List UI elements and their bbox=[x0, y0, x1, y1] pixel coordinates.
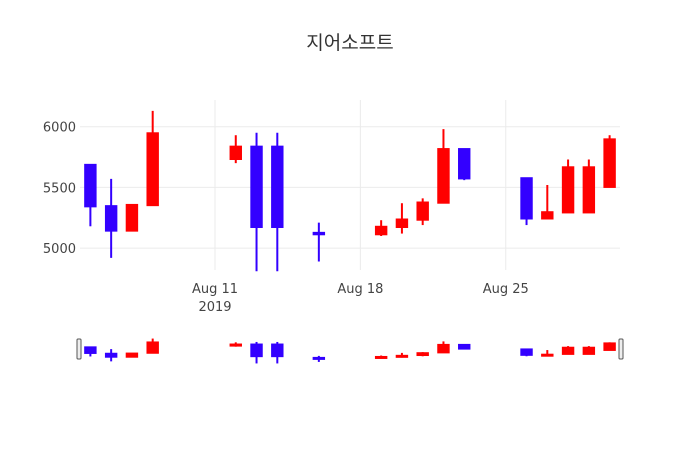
candles bbox=[84, 110, 616, 272]
candle-increasing bbox=[603, 135, 616, 188]
candle-increasing bbox=[582, 346, 596, 355]
candle-decreasing bbox=[84, 163, 97, 227]
candle-decreasing bbox=[250, 341, 263, 364]
candle-body bbox=[520, 348, 533, 356]
y-tick-label: 5000 bbox=[43, 242, 76, 257]
candle-body bbox=[84, 163, 97, 208]
candle-body bbox=[312, 356, 326, 360]
candle-increasing bbox=[374, 355, 388, 359]
candle-increasing bbox=[541, 350, 554, 357]
candle-increasing bbox=[416, 352, 429, 357]
candle-body bbox=[125, 203, 139, 232]
x-tick-label: Aug 25 bbox=[483, 282, 529, 297]
grid-layer bbox=[80, 100, 620, 270]
candle-increasing bbox=[582, 159, 596, 214]
candle-body bbox=[416, 201, 429, 221]
candle-body bbox=[250, 145, 263, 228]
y-tick-label: 5500 bbox=[43, 181, 76, 196]
candle-body bbox=[603, 138, 616, 188]
candle-body bbox=[458, 343, 471, 350]
candle-decreasing bbox=[84, 346, 97, 357]
candle-body bbox=[603, 342, 616, 351]
candle-decreasing bbox=[520, 177, 533, 226]
candle-body bbox=[541, 353, 554, 357]
candle-body bbox=[312, 231, 326, 236]
candle-increasing bbox=[437, 341, 450, 354]
candle-body bbox=[84, 346, 97, 354]
range-slider-left-handle[interactable] bbox=[76, 338, 82, 360]
candle-decreasing bbox=[271, 132, 284, 272]
candle-body bbox=[582, 166, 596, 214]
candle-body bbox=[229, 343, 242, 347]
candle-body bbox=[561, 166, 575, 214]
candle-body bbox=[395, 354, 409, 358]
candle-body bbox=[125, 352, 139, 358]
candle-decreasing bbox=[520, 348, 533, 357]
candle-decreasing bbox=[458, 148, 471, 181]
candle-body bbox=[437, 343, 450, 354]
candle-increasing bbox=[416, 198, 429, 226]
candle-body bbox=[104, 352, 118, 358]
candle-increasing bbox=[437, 129, 450, 204]
candle-decreasing bbox=[104, 178, 118, 258]
candle-increasing bbox=[561, 346, 575, 355]
candle-increasing bbox=[229, 135, 242, 164]
candle-decreasing bbox=[458, 343, 471, 350]
chart-title: 지어소프트 bbox=[306, 32, 393, 54]
candle-increasing bbox=[395, 203, 409, 234]
y-axis: 5000 5500 6000 bbox=[43, 121, 76, 257]
candle-body bbox=[437, 148, 450, 204]
candle-increasing bbox=[561, 159, 575, 214]
candle-body bbox=[520, 177, 533, 220]
candle-body bbox=[146, 341, 159, 354]
candle-decreasing bbox=[250, 132, 263, 272]
candle-body bbox=[416, 352, 429, 357]
candle-body bbox=[271, 343, 284, 358]
candle-body bbox=[395, 218, 409, 228]
candle-decreasing bbox=[271, 341, 284, 364]
candle-body bbox=[541, 211, 554, 220]
candle-body bbox=[250, 343, 263, 358]
candle-increasing bbox=[125, 203, 139, 232]
candle-body bbox=[229, 145, 242, 160]
candle-body bbox=[582, 346, 596, 355]
x-tick-label: Aug 11 bbox=[192, 282, 238, 297]
x-tick-sublabel: 2019 bbox=[198, 300, 231, 315]
candle-body bbox=[374, 225, 388, 236]
y-tick-label: 6000 bbox=[43, 121, 76, 136]
candle-body bbox=[561, 346, 575, 355]
candle-increasing bbox=[541, 185, 554, 220]
range-slider[interactable] bbox=[76, 336, 624, 364]
candle-increasing bbox=[125, 352, 139, 358]
candle-increasing bbox=[146, 338, 159, 354]
candle-increasing bbox=[146, 110, 159, 207]
x-tick-label: Aug 18 bbox=[337, 282, 383, 297]
candle-decreasing bbox=[312, 222, 326, 262]
range-slider-right-handle[interactable] bbox=[618, 338, 624, 360]
x-axis: Aug 11 2019 Aug 18 Aug 25 bbox=[192, 282, 529, 315]
candle-body bbox=[458, 148, 471, 180]
candle-body bbox=[104, 205, 118, 232]
candle-body bbox=[271, 145, 284, 228]
candle-decreasing bbox=[104, 349, 118, 362]
candle-increasing bbox=[229, 342, 242, 347]
candle-increasing bbox=[374, 220, 388, 236]
candle-increasing bbox=[395, 352, 409, 358]
candle-body bbox=[146, 132, 159, 207]
candle-body bbox=[374, 355, 388, 359]
candle-increasing bbox=[603, 342, 616, 351]
range-slider-track[interactable] bbox=[80, 336, 620, 362]
candle-decreasing bbox=[312, 355, 326, 362]
